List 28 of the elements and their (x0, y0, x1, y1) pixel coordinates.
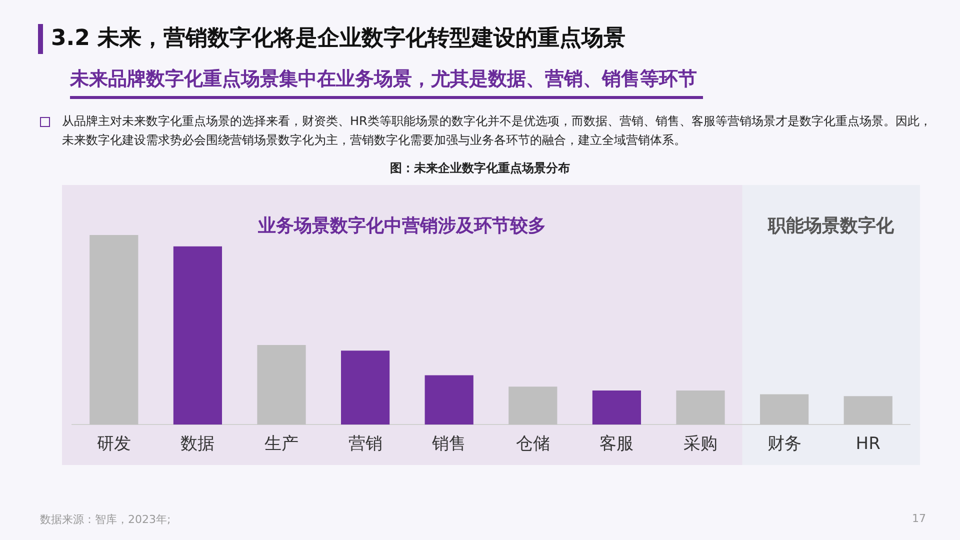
x-tick-label: HR (856, 434, 881, 454)
band-label: 业务场景数字化中营销涉及环节较多 (257, 216, 546, 237)
x-tick-label: 财务 (767, 434, 802, 454)
bar (90, 235, 138, 425)
x-tick-label: 研发 (96, 434, 131, 454)
source-note: 数据来源：智库，2023年; (40, 512, 171, 527)
bar (844, 396, 892, 425)
chart-title: 3.2 未来，营销数字化将是企业数字化转型建设的重点场景 (38, 24, 626, 54)
x-tick-label: 销售 (431, 434, 466, 454)
bar (592, 390, 641, 425)
x-tick-label: 生产 (264, 434, 298, 454)
x-tick-label: 数据 (180, 434, 215, 454)
bar (760, 394, 809, 425)
text: 从品牌主对未来数字化重点场景的选择来看，财资类、HR类等职能场景的数字化并不是优选项，而数据、营销、销售、客服等营销场景才是数字化重点场景。因此，未来数字化建设需求势必会围绕营销场景数字化为主，营销数字化需要加强与业务各环节的融合，建立全域营销体系。 (62, 113, 932, 149)
bar (257, 344, 306, 425)
chart-subtitle: 未来品牌数字化重点场景集中在业务场景，尤其是数据、营销、销售等环节 (70, 66, 703, 99)
x-tick-label: 营销 (348, 434, 382, 454)
bar (676, 390, 725, 425)
text: 17 (912, 512, 926, 525)
x-tick-label: 采购 (684, 434, 718, 454)
bar (424, 375, 474, 425)
x-tick-label: 仓储 (516, 434, 550, 454)
x-tick-label: 客服 (600, 434, 634, 454)
bar (508, 386, 558, 425)
bar (173, 246, 222, 425)
bar (341, 350, 390, 425)
text: 图：未来企业数字化重点场景分布 (389, 160, 571, 177)
band-label: 职能场景数字化 (767, 216, 896, 237)
